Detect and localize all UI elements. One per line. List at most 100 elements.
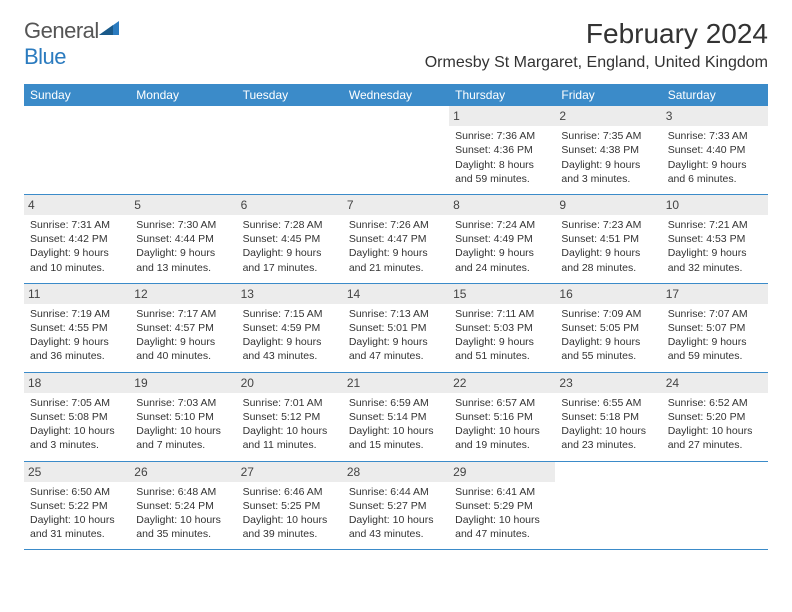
day-details: Sunrise: 7:17 AMSunset: 4:57 PMDaylight:… xyxy=(136,307,230,364)
day-number: 25 xyxy=(24,462,130,482)
day-number: 5 xyxy=(130,195,236,215)
calendar-row: 1Sunrise: 7:36 AMSunset: 4:36 PMDaylight… xyxy=(24,106,768,194)
sunrise-line: Sunrise: 6:55 AM xyxy=(561,396,655,410)
calendar-cell: 5Sunrise: 7:30 AMSunset: 4:44 PMDaylight… xyxy=(130,194,236,283)
sunset-line: Sunset: 5:12 PM xyxy=(243,410,337,424)
day-details: Sunrise: 7:33 AMSunset: 4:40 PMDaylight:… xyxy=(668,129,762,186)
sunrise-line: Sunrise: 7:36 AM xyxy=(455,129,549,143)
day-number: 2 xyxy=(555,106,661,126)
day-number: 26 xyxy=(130,462,236,482)
daylight-line: Daylight: 9 hours and 59 minutes. xyxy=(668,335,762,363)
day-number: 21 xyxy=(343,373,449,393)
sunset-line: Sunset: 4:51 PM xyxy=(561,232,655,246)
sunset-line: Sunset: 4:59 PM xyxy=(243,321,337,335)
sunset-line: Sunset: 4:57 PM xyxy=(136,321,230,335)
sunset-line: Sunset: 4:42 PM xyxy=(30,232,124,246)
daylight-line: Daylight: 9 hours and 13 minutes. xyxy=(136,246,230,274)
title-block: February 2024 Ormesby St Margaret, Engla… xyxy=(425,18,768,72)
calendar-row: 4 Sunrise: 7:31 AMSunset: 4:42 PM Daylight… xyxy=(24,194,768,283)
calendar-row: 18Sunrise: 7:05 AMSunset: 5:08 PMDayligh… xyxy=(24,372,768,461)
daylight-line: Daylight: 9 hours and 40 minutes. xyxy=(136,335,230,363)
sunrise-line: Sunrise: 7:24 AM xyxy=(455,218,549,232)
day-number: 4 xyxy=(24,195,130,215)
day-details: Sunrise: 7:26 AMSunset: 4:47 PMDaylight:… xyxy=(349,218,443,275)
calendar-body: 1Sunrise: 7:36 AMSunset: 4:36 PMDaylight… xyxy=(24,106,768,550)
daylight-line: Daylight: 10 hours and 11 minutes. xyxy=(243,424,337,452)
daylight-line: Daylight: 10 hours and 47 minutes. xyxy=(455,513,549,541)
sunrise-line: Sunrise: 7:35 AM xyxy=(561,129,655,143)
calendar-cell: 8Sunrise: 7:24 AMSunset: 4:49 PMDaylight… xyxy=(449,194,555,283)
day-number: 12 xyxy=(130,284,236,304)
dow-header: Sunday xyxy=(24,84,130,106)
calendar-cell xyxy=(130,106,236,194)
day-details: Sunrise: 7:28 AMSunset: 4:45 PMDaylight:… xyxy=(243,218,337,275)
sunset-line: Sunset: 5:01 PM xyxy=(349,321,443,335)
logo-blue-wrap: Blue xyxy=(24,44,66,70)
sunrise-line: Sunrise: 7:19 AM xyxy=(30,307,124,321)
sunset-line: Sunset: 5:18 PM xyxy=(561,410,655,424)
sunrise-line: Sunrise: 6:48 AM xyxy=(136,485,230,499)
dow-header: Wednesday xyxy=(343,84,449,106)
day-number: 9 xyxy=(555,195,661,215)
day-number: 11 xyxy=(24,284,130,304)
daylight-line: Daylight: 10 hours and 31 minutes. xyxy=(30,513,124,541)
sunrise-line: Sunrise: 7:28 AM xyxy=(243,218,337,232)
day-number: 14 xyxy=(343,284,449,304)
calendar-cell: 26 Sunrise: 6:48 AMSunset: 5:24 PMDayligh… xyxy=(130,461,236,550)
daylight-line: Daylight: 10 hours and 43 minutes. xyxy=(349,513,443,541)
sunset-line: Sunset: 5:14 PM xyxy=(349,410,443,424)
sunset-line: Sunset: 5:08 PM xyxy=(30,410,124,424)
calendar-cell xyxy=(662,461,768,550)
daylight-line: Daylight: 10 hours and 7 minutes. xyxy=(136,424,230,452)
dow-header: Friday xyxy=(555,84,661,106)
daylight-line: Daylight: 9 hours and 47 minutes. xyxy=(349,335,443,363)
sunrise-line: Sunrise: 7:31 AM xyxy=(30,218,124,232)
sunset-line: Sunset: 4:38 PM xyxy=(561,143,655,157)
sunset-line: Sunset: 4:53 PM xyxy=(668,232,762,246)
calendar-cell: 20Sunrise: 7:01 AMSunset: 5:12 PMDayligh… xyxy=(237,372,343,461)
day-details: Sunrise: 6:48 AMSunset: 5:24 PMDaylight:… xyxy=(136,485,230,542)
day-details: Sunrise: 7:11 AMSunset: 5:03 PMDaylight:… xyxy=(455,307,549,364)
calendar-cell: 10Sunrise: 7:21 AMSunset: 4:53 PMDayligh… xyxy=(662,194,768,283)
sunset-line: Sunset: 5:29 PM xyxy=(455,499,549,513)
sunset-line: Sunset: 5:27 PM xyxy=(349,499,443,513)
dow-header: Monday xyxy=(130,84,236,106)
day-details: Sunrise: 7:21 AMSunset: 4:53 PMDaylight:… xyxy=(668,218,762,275)
sunset-line: Sunset: 4:40 PM xyxy=(668,143,762,157)
day-details: Sunrise: 7:36 AMSunset: 4:36 PMDaylight:… xyxy=(455,129,549,186)
calendar-cell: 3Sunrise: 7:33 AMSunset: 4:40 PMDaylight… xyxy=(662,106,768,194)
calendar-cell: 15 Sunrise: 7:11 AMSunset: 5:03 PMDayligh… xyxy=(449,283,555,372)
sunrise-line: Sunrise: 6:52 AM xyxy=(668,396,762,410)
logo-text-general: General xyxy=(24,18,99,44)
daylight-line: Daylight: 10 hours and 27 minutes. xyxy=(668,424,762,452)
day-number: 19 xyxy=(130,373,236,393)
day-details: Sunrise: 6:59 AMSunset: 5:14 PMDaylight:… xyxy=(349,396,443,453)
sunset-line: Sunset: 5:03 PM xyxy=(455,321,549,335)
daylight-line: Daylight: 10 hours and 39 minutes. xyxy=(243,513,337,541)
days-of-week-row: SundayMondayTuesdayWednesdayThursdayFrid… xyxy=(24,84,768,106)
day-number: 29 xyxy=(449,462,555,482)
day-details: Sunrise: 6:50 AMSunset: 5:22 PMDaylight:… xyxy=(30,485,124,542)
day-details: Sunrise: 7:15 AMSunset: 4:59 PMDaylight:… xyxy=(243,307,337,364)
day-details: Sunrise: 6:57 AMSunset: 5:16 PMDaylight:… xyxy=(455,396,549,453)
day-details: Sunrise: 7:13 AMSunset: 5:01 PMDaylight:… xyxy=(349,307,443,364)
calendar-cell: 1Sunrise: 7:36 AMSunset: 4:36 PMDaylight… xyxy=(449,106,555,194)
calendar-cell xyxy=(343,106,449,194)
day-number: 15 xyxy=(449,284,555,304)
sunrise-line: Sunrise: 7:11 AM xyxy=(455,307,549,321)
calendar-cell: 22Sunrise: 6:57 AMSunset: 5:16 PMDayligh… xyxy=(449,372,555,461)
calendar-cell: 27Sunrise: 6:46 AMSunset: 5:25 PMDayligh… xyxy=(237,461,343,550)
calendar-cell: 19Sunrise: 7:03 AMSunset: 5:10 PMDayligh… xyxy=(130,372,236,461)
day-number: 17 xyxy=(662,284,768,304)
calendar-table: SundayMondayTuesdayWednesdayThursdayFrid… xyxy=(24,84,768,550)
day-details: Sunrise: 7:07 AMSunset: 5:07 PMDaylight:… xyxy=(668,307,762,364)
daylight-line: Daylight: 9 hours and 55 minutes. xyxy=(561,335,655,363)
dow-header: Tuesday xyxy=(237,84,343,106)
daylight-line: Daylight: 9 hours and 51 minutes. xyxy=(455,335,549,363)
sunrise-line: Sunrise: 7:01 AM xyxy=(243,396,337,410)
day-details: Sunrise: 7:19 AMSunset: 4:55 PMDaylight:… xyxy=(30,307,124,364)
sunset-line: Sunset: 4:45 PM xyxy=(243,232,337,246)
sunrise-line: Sunrise: 7:07 AM xyxy=(668,307,762,321)
logo: General xyxy=(24,18,123,44)
daylight-line: Daylight: 9 hours and 24 minutes. xyxy=(455,246,549,274)
